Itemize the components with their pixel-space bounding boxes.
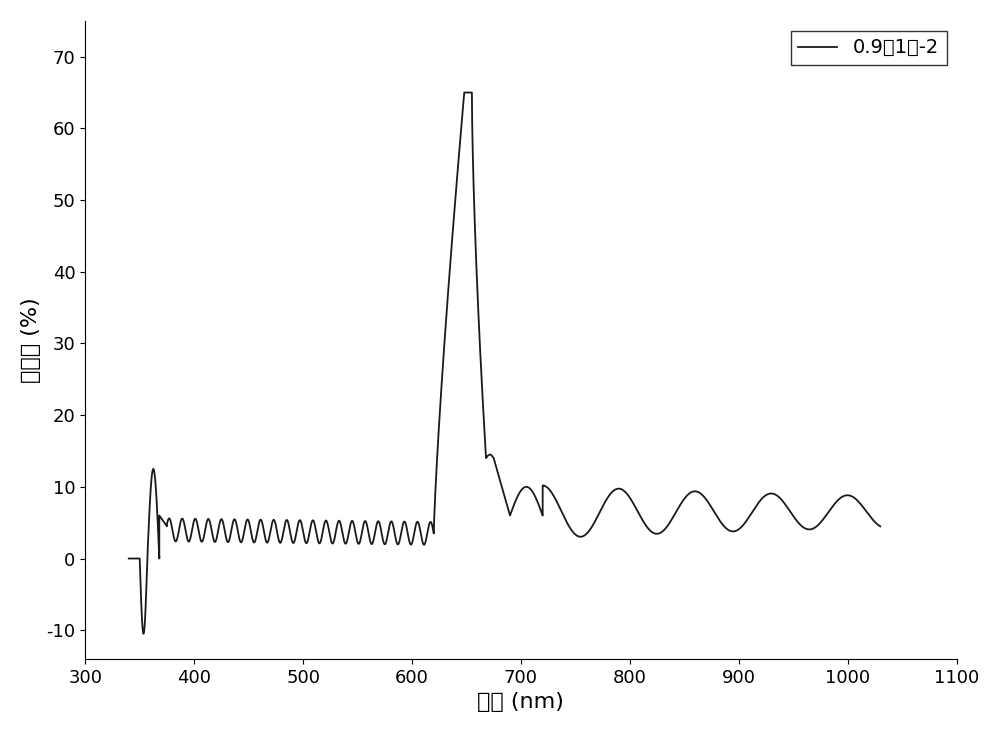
0.9（1）-2 [426, 522, 438, 531]
0.9（1）-2 [391, 539, 403, 548]
0.9（1）-2 [874, 522, 886, 531]
0.9（1）-2 [333, 517, 345, 526]
0.9（1）-2 [123, 554, 135, 563]
X-axis label: 波长 (nm): 波长 (nm) [477, 692, 564, 712]
0.9（1）-2 [148, 468, 160, 476]
Y-axis label: 反射率 (%): 反射率 (%) [21, 297, 41, 383]
0.9（1）-2 [137, 630, 149, 638]
Line: 0.9（1）-2: 0.9（1）-2 [129, 92, 880, 634]
0.9（1）-2 [608, 486, 620, 495]
0.9（1）-2 [550, 495, 562, 504]
Legend: 0.9（1）-2: 0.9（1）-2 [791, 31, 947, 65]
0.9（1）-2 [458, 88, 470, 97]
